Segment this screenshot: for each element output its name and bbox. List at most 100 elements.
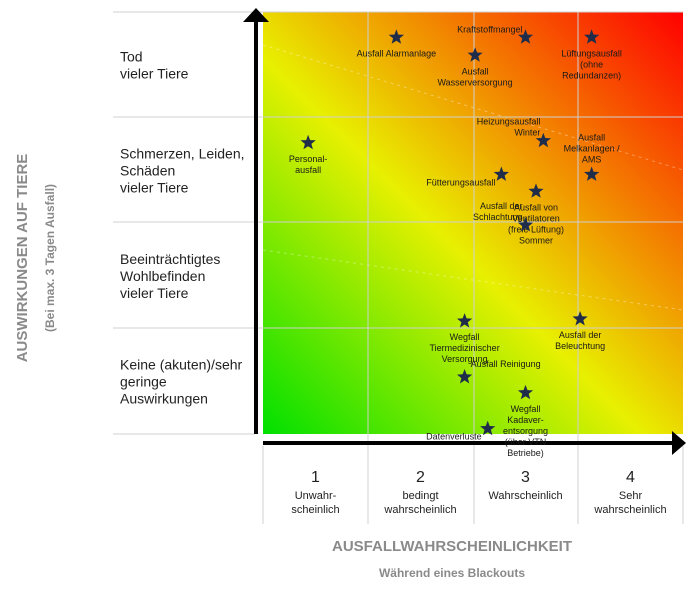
label-line: AMS bbox=[582, 154, 602, 164]
column-gridlines bbox=[262, 12, 684, 524]
star-marker bbox=[517, 384, 534, 400]
star-marker bbox=[584, 166, 600, 181]
column-labels: 1 Unwahr-scheinlich 2 bedingt wahrscheinlich… bbox=[291, 469, 666, 516]
label-line: Schlachtung bbox=[473, 212, 523, 222]
label-line: (über VTN bbox=[505, 437, 547, 447]
label-line: Ausfall Reinigung bbox=[471, 359, 541, 369]
point-label: Ausfall der Beleuchtung bbox=[555, 330, 605, 351]
row-label: Schmerzen, Leiden, Schäden vieler Tiere bbox=[120, 145, 245, 195]
label-line: Wegfall bbox=[511, 404, 541, 414]
column-number: 1 bbox=[311, 469, 320, 486]
row-label: Keine (akuten)/sehr geringe Auswirkungen bbox=[120, 356, 243, 406]
label-line: Beleuchtung bbox=[555, 341, 605, 351]
label-line: entsorgung bbox=[503, 426, 548, 436]
label-line: Versorgung bbox=[442, 354, 488, 364]
label-line: wahrscheinlich bbox=[593, 504, 666, 516]
label-line: ausfall bbox=[295, 165, 321, 175]
label-line: Datenverluste bbox=[426, 432, 482, 442]
data-point: Ausfall von Ventilatoren (freie Lüftung) So… bbox=[508, 183, 564, 245]
star-marker bbox=[535, 132, 551, 148]
star-marker bbox=[300, 134, 316, 150]
data-point: Heizungsausfall Winter bbox=[477, 117, 551, 148]
point-label: Lüftungsausfall (ohne Redundanzen) bbox=[561, 48, 622, 80]
label-line: Personal- bbox=[289, 154, 328, 164]
label-line: Ausfall der bbox=[480, 201, 523, 211]
data-point: Wegfall Kadaver-entsorgung (über VTN Betrie… bbox=[503, 384, 548, 458]
faint-diagonal-lines bbox=[262, 44, 684, 311]
star-marker bbox=[388, 29, 404, 44]
label-line: Wasserversorgung bbox=[437, 77, 512, 87]
row-label: Tod vieler Tiere bbox=[120, 48, 189, 81]
label-line: vieler Tiere bbox=[120, 285, 189, 301]
row-labels: Keine (akuten)/sehr geringe Auswirkungen Be… bbox=[120, 48, 245, 406]
data-point: Ausfall der Schlachtung bbox=[473, 201, 534, 232]
label-line: wahrscheinlich bbox=[383, 504, 456, 516]
data-point: Lüftungsausfall (ohne Redundanzen) bbox=[561, 29, 622, 80]
label-line: vieler Tiere bbox=[120, 65, 189, 81]
point-label: Ausfall Wasserversorgung bbox=[437, 66, 512, 87]
column-number: 3 bbox=[521, 469, 530, 486]
label-line: Wahrscheinlich bbox=[488, 490, 562, 502]
label-line: Ausfall der bbox=[559, 330, 602, 340]
point-label: Datenverluste bbox=[426, 432, 482, 442]
label-line: geringe bbox=[120, 373, 167, 389]
data-point: Ausfall Reinigung bbox=[457, 359, 541, 384]
label-line: Redundanzen) bbox=[562, 70, 621, 80]
column-number: 2 bbox=[416, 469, 425, 486]
point-label: Ausfall Reinigung bbox=[471, 359, 541, 369]
label-line: bedingt bbox=[402, 490, 438, 502]
row-gridlines bbox=[113, 11, 683, 435]
label-line: Tiermedizinischer bbox=[430, 343, 500, 353]
data-point: Ausfall Melkanlagen / AMS bbox=[564, 132, 621, 181]
column-number: 4 bbox=[626, 469, 635, 486]
data-point: Kraftstoffmangel bbox=[457, 24, 534, 44]
label-line: Kraftstoffmangel bbox=[457, 24, 522, 34]
point-label: Ausfall der Schlachtung bbox=[473, 201, 523, 222]
label-line: Ausfall von bbox=[514, 202, 558, 212]
column-label: Unwahr-scheinlich bbox=[291, 490, 339, 516]
label-line: Kadaver- bbox=[507, 415, 544, 425]
data-point: Ausfall Alarmanlage bbox=[357, 29, 437, 58]
point-label: Wegfall Kadaver-entsorgung (über VTN Betrie… bbox=[503, 404, 548, 458]
x-axis-subtitle: Während eines Blackouts bbox=[379, 566, 525, 580]
x-axis-arrow bbox=[263, 431, 686, 455]
point-label: Fütterungsausfall bbox=[426, 177, 495, 187]
label-line: Winter bbox=[514, 128, 540, 138]
data-point: Personal-ausfall bbox=[289, 134, 328, 175]
y-axis-arrow bbox=[243, 8, 269, 434]
point-label: Ausfall Alarmanlage bbox=[357, 48, 437, 58]
star-marker bbox=[584, 29, 600, 44]
label-line: (ohne bbox=[580, 59, 603, 69]
data-point: Wegfall Tiermedizinischer Versorgung bbox=[430, 313, 500, 364]
point-label: Wegfall Tiermedizinischer Versorgung bbox=[430, 332, 500, 364]
column-label: Wahrscheinlich bbox=[488, 490, 562, 502]
point-label: Ausfall Melkanlagen / AMS bbox=[564, 132, 621, 164]
label-line: Schäden bbox=[120, 162, 175, 178]
label-line: Schmerzen, Leiden, bbox=[120, 145, 245, 161]
label-line: scheinlich bbox=[291, 504, 339, 516]
star-marker bbox=[493, 166, 509, 181]
label-line: (freie Lüftung) bbox=[508, 224, 564, 234]
label-line: Ausfall bbox=[578, 132, 605, 142]
star-marker bbox=[517, 29, 534, 44]
star-marker bbox=[572, 311, 588, 326]
label-line: Ausfall bbox=[462, 66, 489, 76]
label-line: Melkanlagen / bbox=[564, 143, 621, 153]
data-point: Fütterungsausfall bbox=[426, 166, 509, 187]
label-line: Sommer bbox=[519, 235, 553, 245]
point-label: Ausfall von Ventilatoren (freie Lüftung) So… bbox=[508, 202, 564, 245]
label-line: Lüftungsausfall bbox=[561, 48, 622, 58]
label-line: Sehr bbox=[619, 490, 643, 502]
label-line: Wegfall bbox=[450, 332, 480, 342]
column-label: Sehr wahrscheinlich bbox=[593, 490, 666, 516]
point-label: Kraftstoffmangel bbox=[457, 24, 522, 34]
label-line: vieler Tiere bbox=[120, 179, 189, 195]
data-point: Ausfall Wasserversorgung bbox=[437, 47, 513, 87]
row-label: Beeinträchtigtes Wohlbefinden vieler Tiere bbox=[120, 251, 220, 301]
y-axis-subtitle: (Bei max. 3 Tagen Ausfall) bbox=[43, 184, 57, 332]
column-label: bedingt wahrscheinlich bbox=[383, 490, 456, 516]
y-axis-title: AUSWIRKUNGEN AUF TIERE bbox=[14, 154, 31, 363]
plot-background bbox=[263, 12, 683, 434]
